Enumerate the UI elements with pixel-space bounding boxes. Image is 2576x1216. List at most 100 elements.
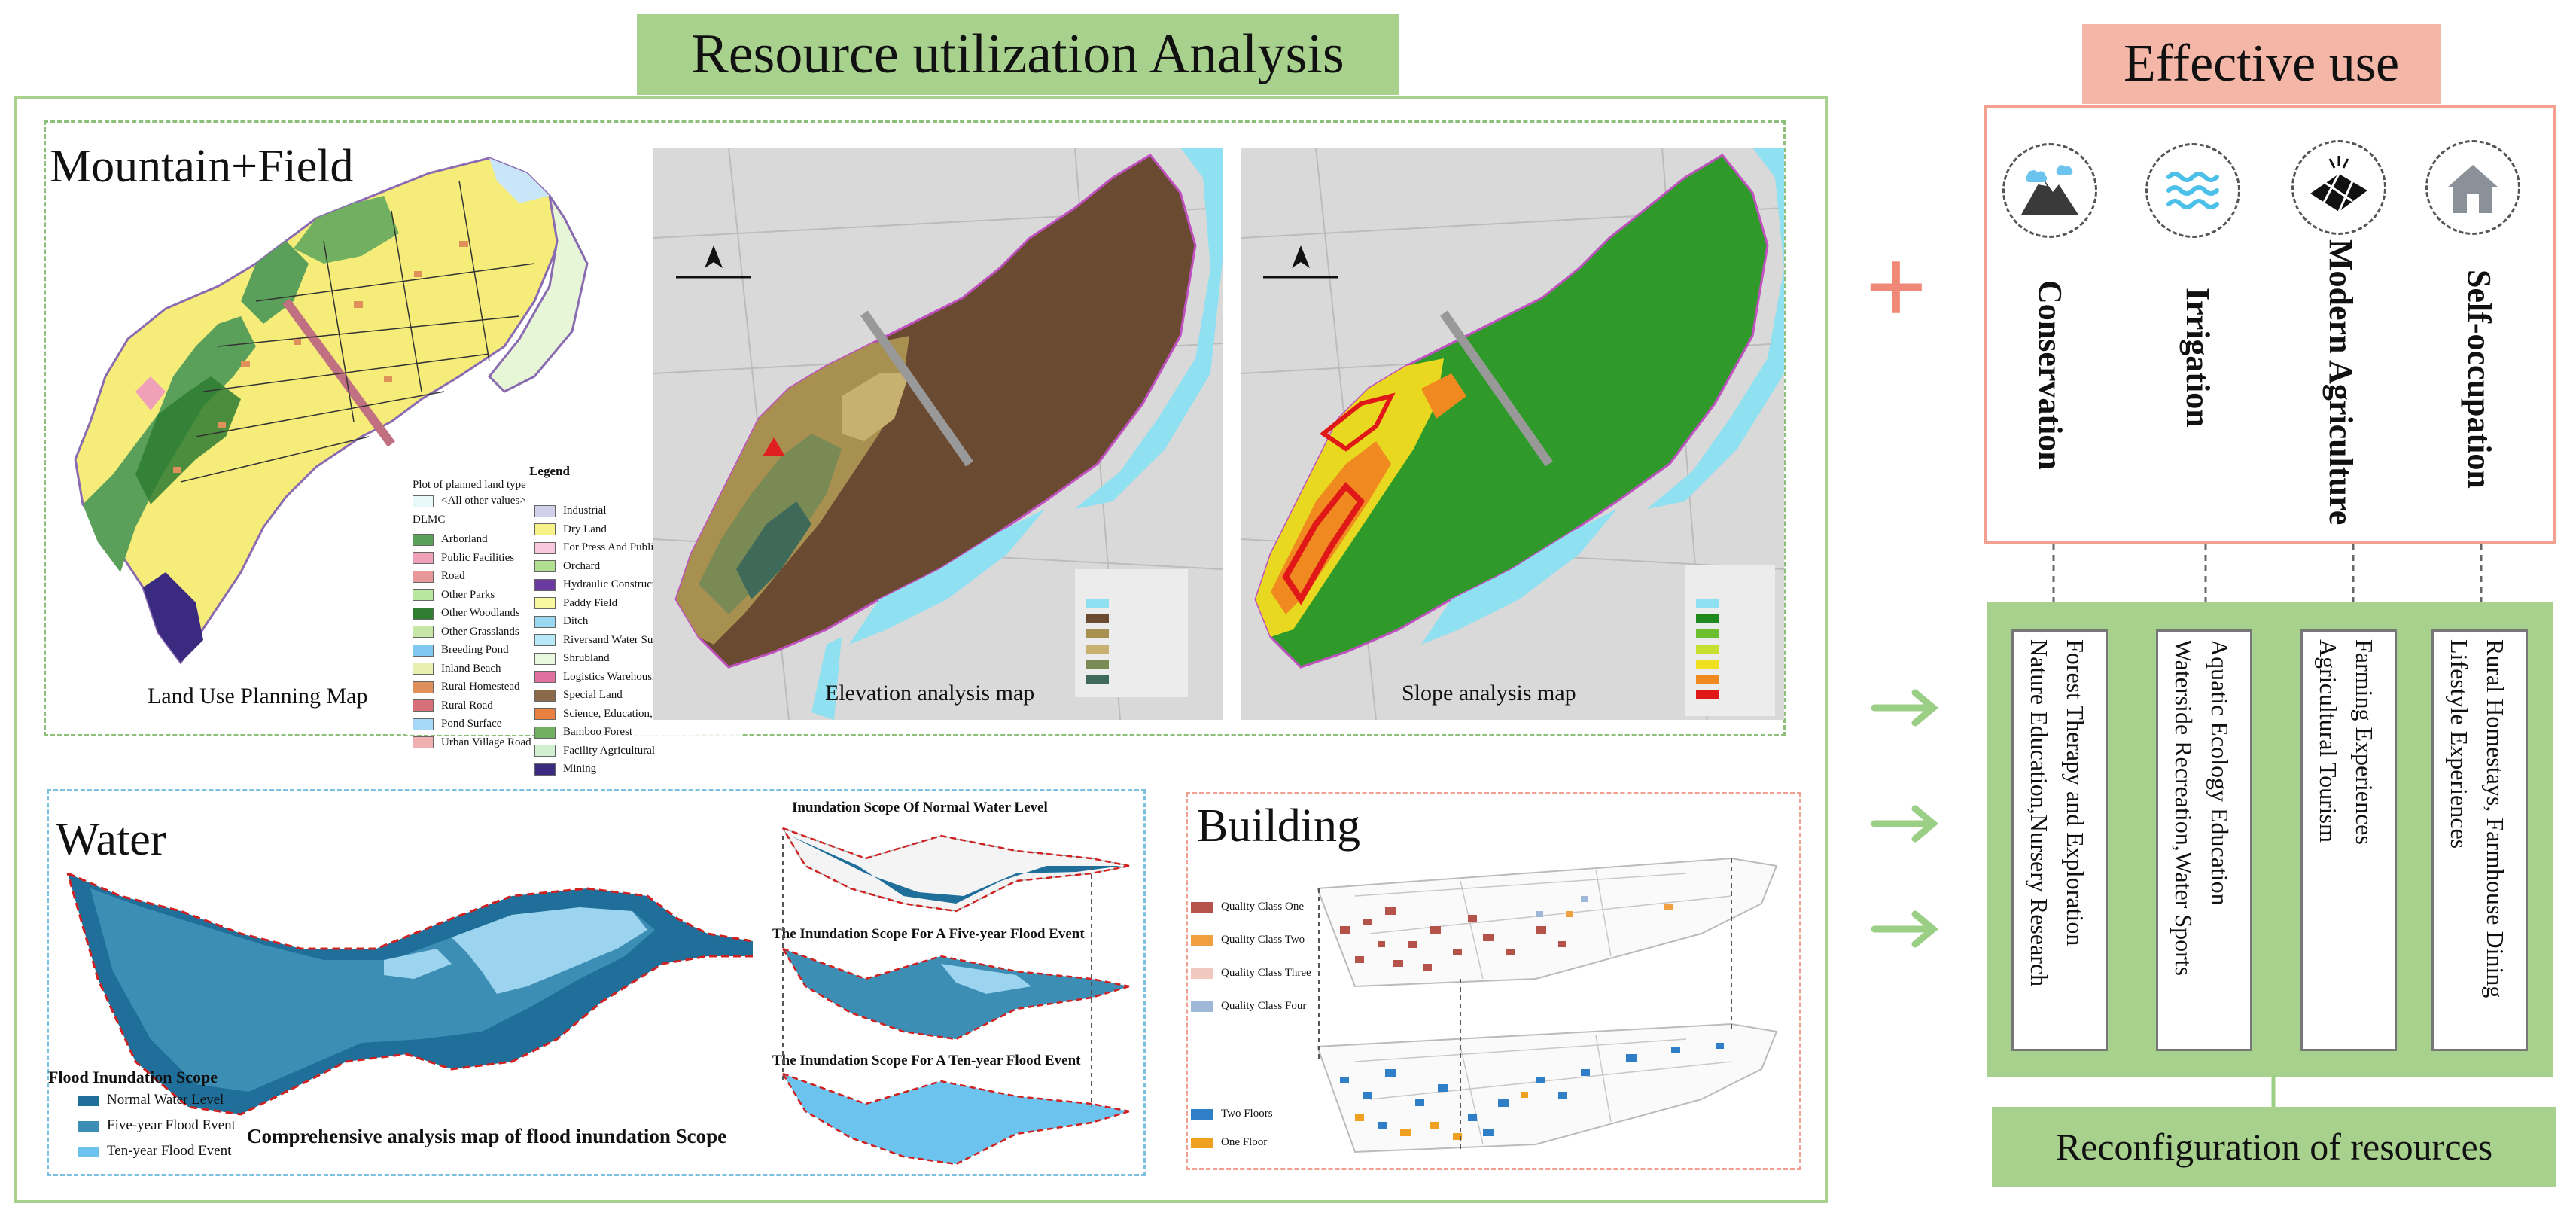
legend-item: Breeding Pond — [413, 641, 531, 660]
experience-line: Waterside Recreation,Water Sports — [2170, 639, 2197, 977]
elevation-map-graphic — [653, 147, 1223, 721]
legend-label: Hydraulic Construction — [563, 578, 670, 590]
flood-legend: Flood Inundation Scope Normal Water Leve… — [48, 1068, 236, 1164]
stack-label-normal: Inundation Scope Of Normal Water Level — [792, 800, 1048, 815]
experience-text: Rural Homestays, Farmhouse Dining Lifesty… — [2434, 632, 2521, 1005]
legend-item: Mining — [534, 760, 741, 779]
legend-swatch — [413, 495, 434, 507]
experience-text: Aquatic Ecology Education Waterside Recre… — [2158, 632, 2246, 983]
legend-item: Logistics Warehousing — [534, 668, 741, 687]
legend-swatch — [413, 552, 434, 565]
north-arrow-icon — [1263, 245, 1338, 279]
legend-swatch — [534, 745, 556, 757]
modern-agriculture-label: Modern Agriculture — [2322, 239, 2359, 526]
legend-swatch — [413, 644, 434, 657]
experience-card: Aquatic Ecology Education Waterside Recre… — [2156, 629, 2252, 1051]
legend-label: Shrubland — [563, 652, 610, 664]
flood-inundation-map — [66, 872, 754, 1116]
legend-item: Dry Land — [534, 520, 741, 539]
legend-swatch — [534, 634, 556, 647]
legend-label: Ten-year Flood Event — [107, 1143, 232, 1159]
experience-line: Aquatic Ecology Education — [2206, 639, 2233, 906]
legend-item: One Floor — [1191, 1128, 1273, 1157]
legend-item: Orchard — [534, 557, 741, 576]
legend-item: Five-year Flood Event — [78, 1113, 236, 1138]
experience-card: Forest Therapy and Exploration Nature Edu… — [2011, 629, 2108, 1051]
legend-label: Rural Homestead — [441, 681, 520, 693]
legend-swatch — [1191, 901, 1213, 913]
legend-swatch — [1191, 968, 1213, 979]
land-use-planning-map — [74, 157, 589, 665]
legend-swatch — [534, 763, 556, 776]
legend-swatch — [534, 541, 556, 554]
legend-swatch — [534, 504, 556, 517]
legend-swatch — [413, 699, 434, 712]
legend-swatch — [534, 689, 556, 702]
legend-label: Urban Village Road — [441, 736, 531, 748]
experience-text: Farming Experiences Agricultural Tourism — [2303, 632, 2390, 852]
legend-swatch — [413, 533, 434, 546]
legend-label: Five-year Flood Event — [107, 1117, 236, 1133]
experience-line: Nature Education,Nursery Research — [2026, 639, 2053, 987]
connector-lines — [2052, 544, 2483, 631]
legend-item: Urban Village Road — [413, 733, 531, 752]
legend-label: Dry Land — [563, 523, 607, 535]
legend-title: Legend — [529, 464, 570, 478]
legend-swatch — [413, 718, 434, 730]
legend-swatch — [534, 560, 556, 573]
legend-label: Quality Class Three — [1221, 967, 1311, 979]
legend-label: Breeding Pond — [441, 644, 509, 656]
experience-line: Rural Homestays, Farmhouse Dining — [2482, 639, 2509, 998]
legend-swatch — [534, 652, 556, 665]
legend-label: Ditch — [563, 615, 589, 627]
legend-item: Two Floors — [1191, 1099, 1273, 1128]
experience-line: Forest Therapy and Exploration — [2062, 639, 2089, 946]
legend-item: Pond Surface — [413, 715, 531, 733]
legend-swatch — [534, 726, 556, 739]
irrigation-label: Irrigation — [2179, 288, 2216, 428]
building-floor-map — [1316, 1022, 1778, 1154]
quality-legend: Quality Class One Quality Class Two Qualit… — [1191, 890, 1311, 1022]
experience-text: Forest Therapy and Exploration Nature Edu… — [2014, 632, 2101, 994]
experience-line: Lifestyle Experiences — [2446, 639, 2473, 849]
legend-swatch — [78, 1146, 99, 1157]
north-arrow-icon — [676, 245, 751, 279]
stack-label-five-year: The Inundation Scope For A Five-year Flo… — [772, 926, 1085, 942]
legend-label: Inland Beach — [441, 662, 501, 675]
legend-swatch — [534, 708, 556, 721]
floor-legend: Two Floors One Floor — [1191, 1099, 1273, 1157]
legend-swatch — [413, 663, 434, 675]
legend-item: Other Parks — [413, 586, 531, 605]
legend-label: Riversand Water Surface — [563, 633, 676, 646]
legend-item: For Press And Publication — [534, 538, 741, 557]
effective-use-title: Effective use — [2123, 35, 2400, 93]
house-icon — [2425, 140, 2520, 235]
flood-legend-items: Normal Water Level Five-year Flood Event T… — [78, 1087, 236, 1164]
legend-item: Riversand Water Surface — [534, 631, 741, 650]
legend-subtitle: Plot of planned land type — [413, 479, 526, 491]
arrow-right-icon — [1871, 910, 1939, 948]
legend-label: Paddy Field — [563, 596, 618, 609]
experience-card: Rural Homestays, Farmhouse Dining Lifesty… — [2431, 629, 2528, 1051]
analysis-frame — [14, 96, 1828, 1203]
legend-label: Normal Water Level — [107, 1092, 224, 1108]
land-use-caption: Land Use Planning Map — [148, 684, 368, 709]
legend-label: Two Floors — [1221, 1108, 1273, 1120]
legend-label: Other Woodlands — [441, 607, 520, 619]
legend-item: Ditch — [534, 612, 741, 631]
water-panel — [47, 789, 1146, 1176]
flood-main-caption: Comprehensive analysis map of flood inun… — [247, 1125, 727, 1147]
legend-item: Quality Class Three — [1191, 956, 1311, 989]
legend-swatch — [534, 578, 556, 591]
building-title: Building — [1197, 800, 1361, 852]
water-title: Water — [56, 814, 166, 865]
legend-item: Facility Agricultural — [534, 742, 741, 760]
legend-label: Special Land — [563, 689, 623, 701]
legend-item: Ten-year Flood Event — [78, 1138, 236, 1164]
ten-year-flood-map — [781, 1072, 1130, 1166]
effective-use-panel — [1984, 105, 2556, 544]
legend-swatch — [1191, 1137, 1213, 1148]
legend-swatch — [534, 523, 556, 536]
legend-swatch — [413, 736, 434, 749]
legend-item: Bamboo Forest — [534, 723, 741, 742]
